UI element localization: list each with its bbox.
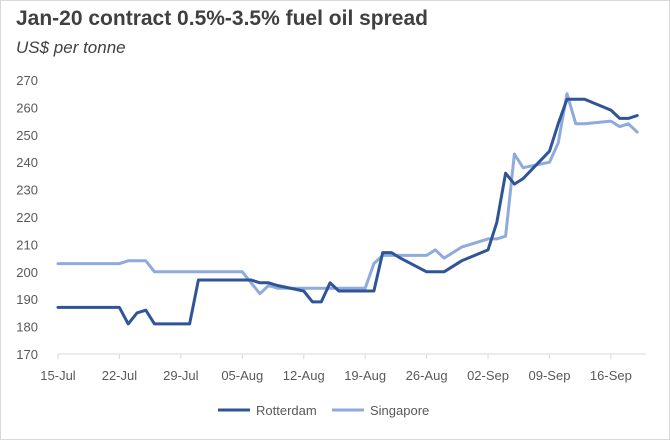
- x-tick-label: 22-Jul: [102, 368, 138, 383]
- y-tick-label: 220: [16, 210, 38, 225]
- series-line-rotterdam: [56, 97, 639, 326]
- x-tick-label: 29-Jul: [163, 368, 199, 383]
- x-tick-label: 16-Sep: [590, 368, 632, 383]
- y-tick-label: 240: [16, 155, 38, 170]
- x-tick-label: 05-Aug: [221, 368, 263, 383]
- series-lines: [56, 92, 639, 326]
- x-tick-label: 15-Jul: [40, 368, 76, 383]
- y-tick-label: 170: [16, 347, 38, 362]
- chart-title: Jan-20 contract 0.5%-3.5% fuel oil sprea…: [16, 7, 428, 30]
- y-tick-label: 260: [16, 100, 38, 115]
- y-tick-label: 230: [16, 183, 38, 198]
- y-tick-label: 180: [16, 320, 38, 335]
- legend: Rotterdam Singapore: [218, 403, 429, 418]
- legend-label-singapore: Singapore: [370, 403, 429, 418]
- y-tick-label: 210: [16, 237, 38, 252]
- y-axis: 170 180 190 200 210 220 230 240 250 260 270: [16, 73, 38, 362]
- x-axis: 15-Jul 22-Jul 29-Jul 05-Aug 12-Aug 19-Aug 26-A…: [40, 353, 646, 383]
- legend-label-rotterdam: Rotterdam: [256, 403, 317, 418]
- y-tick-label: 270: [16, 73, 38, 88]
- x-tick-label: 02-Sep: [467, 368, 509, 383]
- series-line-singapore: [56, 92, 639, 296]
- x-tick-label: 26-Aug: [406, 368, 448, 383]
- y-tick-label: 190: [16, 292, 38, 307]
- chart-subtitle: US$ per tonne: [16, 38, 126, 57]
- x-tick-label: 12-Aug: [283, 368, 325, 383]
- x-tick-label: 09-Sep: [529, 368, 571, 383]
- x-tick-label: 19-Aug: [344, 368, 386, 383]
- y-tick-label: 200: [16, 265, 38, 280]
- y-tick-label: 250: [16, 128, 38, 143]
